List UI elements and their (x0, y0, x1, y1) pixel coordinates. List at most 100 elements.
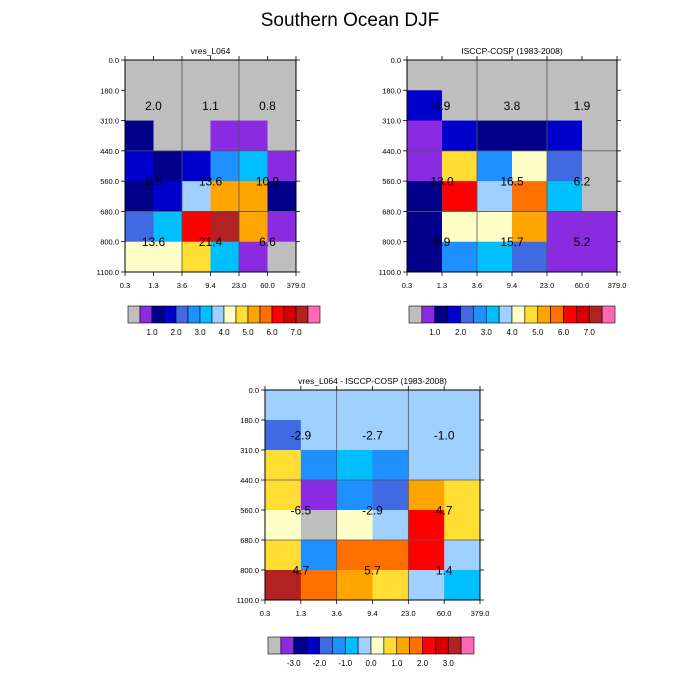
colorbar-box (211, 305, 225, 324)
heatmap-cell (408, 450, 445, 481)
heatmap-cell (210, 241, 240, 273)
x-tick-label: 60.0 (437, 609, 452, 618)
colorbar-label: 7.0 (290, 328, 302, 337)
heatmap-cell (407, 60, 443, 91)
heatmap-cell (408, 390, 445, 421)
colorbar-box (434, 305, 448, 324)
colorbar-box (332, 636, 346, 655)
colorbar-box (307, 305, 321, 324)
heatmap-cell (265, 510, 302, 541)
heatmap-cell (336, 450, 373, 481)
block-value-label: 6.6 (259, 235, 276, 249)
heatmap-cell (582, 120, 618, 152)
heatmap-cell (265, 390, 302, 421)
x-tick-label: 379.0 (471, 609, 490, 618)
block-value-label: 0.8 (259, 99, 276, 113)
x-tick-label: 1.3 (296, 609, 306, 618)
colorbar-box (447, 305, 461, 324)
block-value-label: 13.0 (430, 175, 454, 189)
colorbar-box (280, 636, 295, 655)
heatmap-cell (442, 241, 478, 273)
heatmap-cell (265, 420, 302, 451)
block-value-label: -2.7 (362, 429, 383, 443)
heatmap-cell (125, 60, 154, 91)
colorbar-box (421, 305, 436, 324)
colorbar-label: 3.0 (481, 328, 493, 337)
colorbar-box (576, 305, 590, 324)
panel-3: vres_L064 - ISCCP-COSP (1983-2008) 0.0 180… (237, 376, 490, 668)
heatmap-cell (408, 570, 445, 601)
panel-title: vres_L064 (191, 46, 231, 56)
block-value-label: 1.9 (574, 99, 591, 113)
colorbar: 1.0 2.0 3.0 4.0 5.0 6.0 7.0 (127, 305, 321, 337)
heatmap-cell (210, 120, 240, 152)
block-value-label: 21.4 (199, 235, 223, 249)
y-tick-label: 180.0 (240, 416, 259, 425)
colorbar-box (357, 636, 372, 655)
heatmap-cell (442, 60, 478, 91)
heatmap-cell (300, 480, 338, 511)
heatmap-cell (372, 540, 409, 571)
heatmap-cell (336, 420, 373, 451)
heatmap-cell (300, 390, 338, 421)
heatmap-cell (372, 390, 409, 421)
heatmap-cell (372, 480, 409, 511)
panel-title: vres_L064 - ISCCP-COSP (1983-2008) (298, 376, 447, 386)
heatmap-cell (153, 241, 183, 273)
x-tick-label: 3.6 (331, 609, 341, 618)
colorbar-box (473, 305, 487, 324)
y-tick-label: 560.0 (100, 177, 119, 186)
colorbar-box (267, 636, 282, 655)
colorbar-box (127, 305, 141, 324)
block-value-label: 6.5 (145, 175, 162, 189)
y-tick-label: 180.0 (100, 86, 119, 95)
block-value-label: 15.7 (500, 235, 524, 249)
colorbar-box (344, 636, 359, 655)
colorbar-label: 1.0 (146, 328, 158, 337)
block-value-label: 13.6 (142, 235, 166, 249)
x-tick-label: 379.0 (608, 281, 627, 290)
colorbar-box (199, 305, 213, 324)
heatmap-cell (239, 241, 268, 273)
x-tick-label: 1.3 (437, 281, 447, 290)
heatmap-cell (210, 211, 240, 243)
x-tick-label: 9.4 (205, 281, 215, 290)
block-value-label: 4.9 (434, 99, 451, 113)
colorbar-label: 0.0 (365, 659, 377, 668)
heatmap-cell (182, 60, 211, 91)
panel-2: ISCCP-COSP (1983-2008) 0.0 180.0 310.0 440.0… (379, 46, 627, 337)
heatmap-cell (407, 241, 443, 273)
block-value-label: 16.5 (500, 175, 524, 189)
x-tick-label: 9.4 (507, 281, 517, 290)
block-value-label: -6.5 (290, 504, 311, 518)
heatmap-cell (210, 150, 240, 182)
colorbar-label: 1.0 (391, 659, 403, 668)
colorbar-box (306, 636, 320, 655)
y-tick-label: 800.0 (240, 566, 259, 575)
y-tick-label: 680.0 (240, 536, 259, 545)
heatmap-cell (336, 510, 373, 541)
x-tick-label: 0.3 (120, 281, 130, 290)
heatmap-cell (547, 120, 583, 152)
colorbar-box (588, 305, 603, 324)
heatmap-cell (125, 241, 154, 273)
heatmap-cell (239, 120, 268, 152)
colorbar-label: 4.0 (218, 328, 230, 337)
y-tick-label: 800.0 (100, 238, 119, 247)
colorbar-label: 3.0 (194, 328, 206, 337)
heatmap-cell (210, 181, 240, 212)
heatmap-cell (125, 150, 154, 182)
heatmap-cell (239, 181, 268, 212)
heatmap-cell (153, 60, 183, 91)
heatmap-cell (300, 570, 338, 601)
y-tick-label: 1100.0 (379, 268, 401, 277)
heatmap-cell (582, 90, 618, 121)
colorbar-box (223, 305, 237, 324)
colorbar-label: -1.0 (338, 659, 352, 668)
x-tick-label: 60.0 (260, 281, 275, 290)
heatmap-cell (153, 150, 183, 182)
colorbar-box (460, 636, 475, 655)
x-tick-label: 0.3 (402, 281, 412, 290)
colorbar-box (163, 305, 177, 324)
